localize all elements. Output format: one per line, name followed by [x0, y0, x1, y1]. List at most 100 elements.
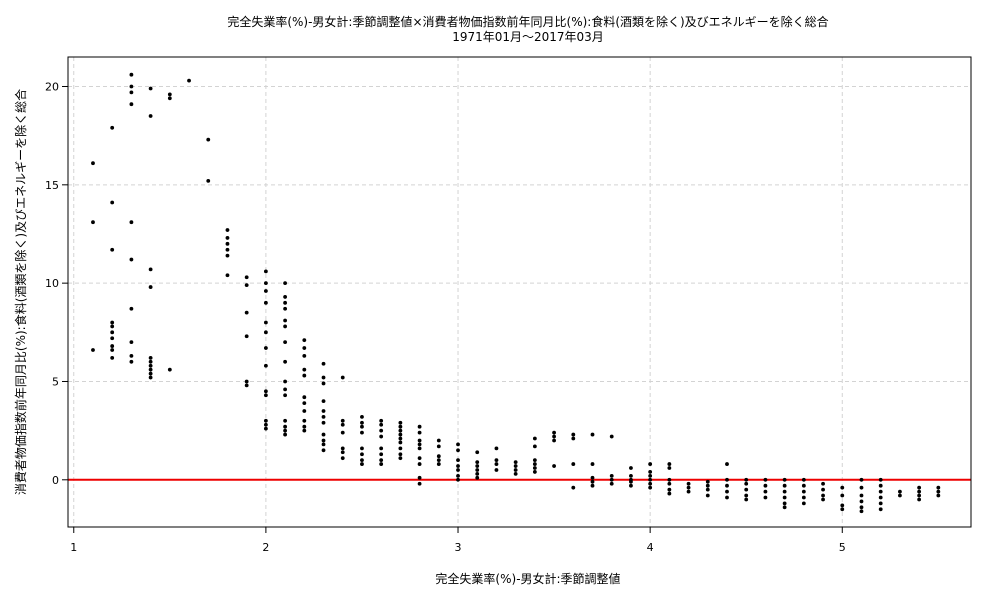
data-point	[110, 324, 115, 329]
data-point	[917, 497, 922, 502]
data-point	[340, 450, 345, 455]
data-point	[398, 420, 403, 425]
data-point	[878, 507, 883, 512]
data-point	[936, 493, 941, 498]
data-point	[801, 489, 806, 494]
data-point	[763, 489, 768, 494]
data-point	[456, 464, 460, 468]
data-point	[263, 363, 268, 368]
data-point	[629, 479, 633, 484]
data-point	[917, 489, 922, 494]
data-point	[648, 481, 653, 486]
data-point	[936, 485, 941, 490]
data-point	[801, 495, 806, 500]
chart-title: 完全失業率(%)-男女計:季節調整値×消費者物価指数前年同月比(%):食料(酒類…	[227, 14, 828, 29]
data-point	[398, 452, 403, 457]
data-point	[436, 454, 441, 459]
data-point	[436, 438, 441, 443]
data-point	[283, 393, 288, 398]
data-point	[283, 424, 288, 429]
data-point	[129, 84, 134, 89]
data-point	[475, 464, 480, 468]
data-point	[302, 346, 307, 350]
data-point	[436, 444, 441, 449]
data-point	[532, 444, 537, 449]
data-point	[263, 330, 268, 335]
data-point	[878, 495, 883, 500]
data-point	[398, 456, 403, 461]
data-point	[782, 495, 787, 500]
data-point	[110, 348, 115, 352]
data-point	[302, 367, 307, 372]
data-point	[686, 489, 691, 494]
data-point	[532, 436, 537, 441]
data-point	[263, 269, 268, 274]
data-point	[552, 464, 556, 468]
data-point	[302, 424, 307, 429]
data-point	[456, 442, 460, 447]
data-point	[667, 487, 672, 492]
data-point	[244, 383, 249, 388]
data-point	[398, 432, 403, 437]
data-point	[763, 483, 768, 488]
data-point	[590, 483, 595, 488]
data-point	[782, 505, 787, 510]
data-point	[206, 137, 211, 142]
data-point	[417, 424, 422, 429]
data-point	[225, 241, 230, 246]
data-point	[686, 485, 691, 490]
data-point	[302, 428, 307, 433]
data-point	[360, 452, 364, 457]
data-point	[379, 428, 384, 433]
data-point	[148, 375, 153, 380]
data-point	[705, 479, 710, 484]
data-point	[225, 228, 230, 232]
data-point	[590, 462, 595, 466]
data-point	[129, 306, 134, 311]
data-point	[302, 401, 307, 406]
data-point	[801, 501, 806, 506]
data-point	[340, 456, 345, 461]
data-point	[763, 495, 768, 500]
data-point	[801, 483, 806, 488]
data-point	[744, 481, 749, 486]
data-point	[456, 468, 460, 472]
data-point	[648, 470, 653, 474]
data-point	[129, 257, 134, 262]
data-point	[321, 448, 326, 453]
data-point	[609, 473, 614, 478]
y-tick-label: 0	[52, 474, 59, 487]
data-point	[898, 489, 902, 494]
data-point	[667, 491, 672, 496]
data-point	[360, 424, 364, 429]
data-point	[513, 460, 518, 465]
data-point	[859, 477, 864, 482]
data-point	[302, 418, 307, 423]
data-point	[283, 379, 288, 384]
data-point	[532, 458, 537, 463]
data-point	[667, 481, 672, 486]
data-point	[263, 393, 268, 398]
data-point	[148, 363, 153, 368]
x-axis: 1 2 3 4 5	[70, 526, 846, 554]
data-point	[244, 310, 249, 315]
plot-frame	[67, 56, 972, 528]
data-point	[782, 483, 787, 488]
data-point	[91, 348, 95, 352]
data-point	[360, 462, 364, 466]
data-point	[744, 493, 749, 498]
data-point	[129, 340, 134, 345]
data-point	[302, 409, 307, 413]
data-point	[340, 446, 345, 451]
data-point	[225, 236, 230, 240]
data-point	[513, 464, 518, 468]
data-point	[148, 371, 153, 376]
data-point	[840, 485, 845, 490]
data-point	[571, 485, 576, 490]
data-point	[417, 481, 422, 486]
data-point	[648, 462, 653, 466]
data-point	[532, 462, 537, 466]
data-point	[936, 489, 941, 494]
data-point	[494, 462, 499, 466]
data-point	[475, 450, 480, 455]
